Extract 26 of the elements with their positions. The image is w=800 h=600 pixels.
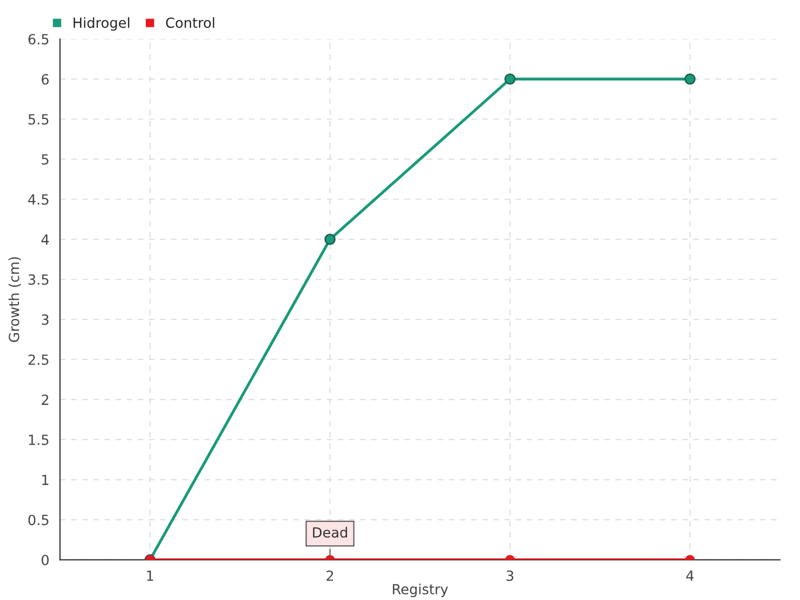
- y-tick-label: 3.5: [28, 274, 48, 285]
- y-tick-label: 2.5: [28, 354, 48, 365]
- annotation: Dead: [313, 526, 348, 538]
- y-tick-label: 1.5: [29, 434, 48, 446]
- x-tick-label: 1: [147, 570, 154, 581]
- y-tick-label: 0.5: [28, 514, 48, 526]
- y-tick-label: 2: [42, 394, 48, 405]
- x-tick-label: 2: [326, 570, 334, 581]
- y-tick-label: 3: [42, 314, 48, 325]
- y-tick-label: 5: [42, 154, 48, 165]
- y-axis-title: Growth (cm): [8, 257, 21, 342]
- x-axis-title: Registry: [392, 584, 448, 598]
- y-tick-label: 5.5: [28, 114, 48, 125]
- y-tick-label: 6: [42, 74, 49, 85]
- point: [504, 74, 516, 85]
- legend-label: Hidrogel: [74, 17, 130, 31]
- x-tick-label: 3: [506, 570, 514, 581]
- y-tick-label: 4: [41, 234, 49, 245]
- point: [684, 74, 696, 85]
- y-tick-label: 6.5: [28, 34, 48, 44]
- x-tick-label: 4: [686, 570, 694, 581]
- y-tick-label: 1: [42, 474, 48, 485]
- point: [324, 234, 336, 245]
- y-tick-label: 0: [42, 554, 49, 566]
- y-tick-label: 4.5: [28, 194, 48, 205]
- legend-label: Control: [166, 17, 214, 28]
